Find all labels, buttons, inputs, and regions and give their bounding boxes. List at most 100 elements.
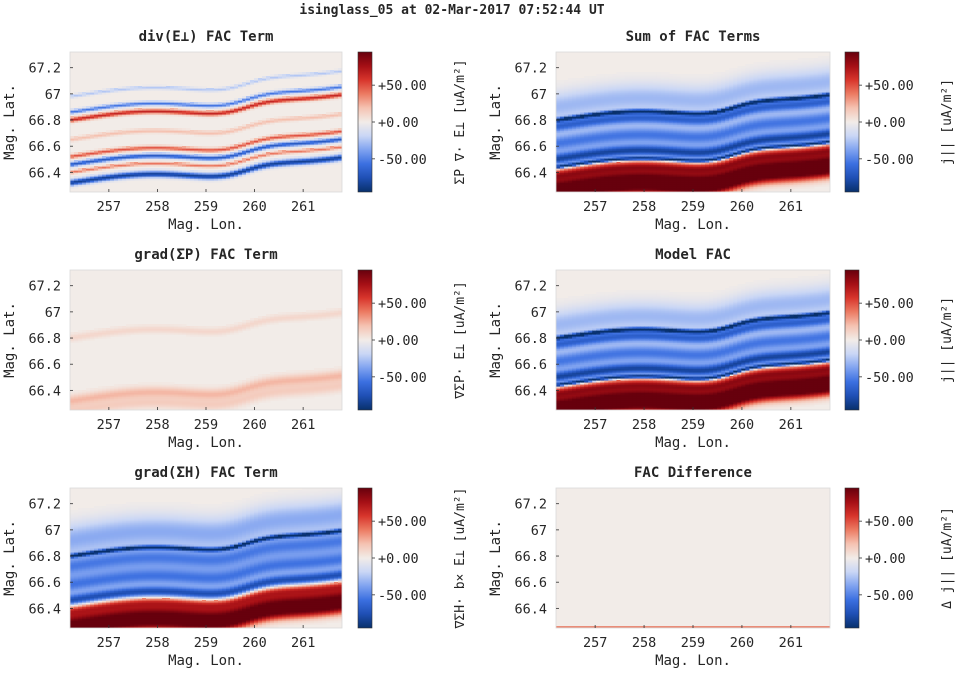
heatmap-cell bbox=[322, 84, 327, 87]
heatmap-cell bbox=[202, 102, 207, 105]
heatmap-cell bbox=[258, 136, 263, 139]
heatmap-cell bbox=[322, 114, 327, 117]
y-tick-label: 66.8 bbox=[28, 113, 61, 129]
heatmap-cell bbox=[314, 138, 319, 141]
heatmap-cell bbox=[673, 74, 678, 77]
heatmap-cell bbox=[202, 154, 207, 157]
heatmap-cell bbox=[234, 144, 239, 147]
heatmap-cell bbox=[701, 74, 706, 77]
heatmap-cell bbox=[158, 168, 163, 171]
heatmap-cell bbox=[186, 146, 191, 149]
heatmap-cell bbox=[178, 144, 183, 147]
heatmap-cell bbox=[70, 116, 75, 119]
heatmap-cell bbox=[206, 146, 211, 149]
heatmap-cell bbox=[298, 156, 303, 159]
heatmap-cell bbox=[689, 74, 694, 77]
heatmap-cell bbox=[190, 130, 195, 133]
heatmap-cell bbox=[270, 90, 275, 93]
heatmap-cell bbox=[612, 74, 617, 77]
heatmap-cell bbox=[330, 112, 335, 115]
heatmap-cell bbox=[206, 88, 211, 91]
heatmap-cell bbox=[102, 132, 107, 135]
heatmap-cell bbox=[302, 132, 307, 135]
heatmap-cell bbox=[246, 140, 251, 143]
heatmap-cell bbox=[170, 144, 175, 147]
heatmap-cell bbox=[98, 132, 103, 135]
heatmap-cell bbox=[174, 162, 179, 165]
heatmap-cell bbox=[154, 144, 159, 147]
heatmap-cell bbox=[270, 74, 275, 77]
heatmap-cell bbox=[106, 130, 111, 133]
heatmap-cell bbox=[118, 154, 123, 157]
x-tick-label: 260 bbox=[242, 199, 266, 215]
heatmap-cell bbox=[737, 66, 742, 69]
heatmap-cell bbox=[102, 88, 107, 91]
heatmap-cell bbox=[641, 72, 646, 75]
heatmap-cell bbox=[70, 136, 75, 139]
x-axis-label: Mag. Lon. bbox=[168, 217, 244, 233]
heatmap-cell bbox=[580, 78, 585, 81]
heatmap-cell bbox=[649, 72, 654, 75]
heatmap-cell bbox=[78, 168, 83, 171]
heatmap-cell bbox=[162, 84, 167, 87]
heatmap-cell bbox=[130, 128, 135, 131]
heatmap-cell bbox=[222, 128, 227, 131]
heatmap-cell bbox=[182, 100, 187, 103]
heatmap-cell bbox=[178, 128, 183, 131]
heatmap-cell bbox=[94, 132, 99, 135]
heatmap-cell bbox=[190, 102, 195, 105]
heatmap-cell bbox=[146, 84, 151, 87]
heatmap-cell bbox=[298, 132, 303, 135]
heatmap-cell bbox=[302, 148, 307, 151]
heatmap-cell bbox=[258, 160, 263, 163]
heatmap-cell bbox=[230, 128, 235, 131]
heatmap-cell bbox=[318, 154, 323, 157]
heatmap-cell bbox=[266, 90, 271, 93]
heatmap-cell bbox=[214, 102, 219, 105]
heatmap-cell bbox=[572, 78, 577, 81]
heatmap-cell bbox=[322, 130, 327, 133]
heatmap-cell bbox=[134, 108, 139, 111]
heatmap-cell bbox=[661, 72, 666, 75]
heatmap-cell bbox=[721, 72, 726, 75]
heatmap-cell bbox=[222, 86, 227, 89]
heatmap-cell bbox=[150, 128, 155, 131]
heatmap-cell bbox=[70, 176, 75, 179]
heatmap-cell bbox=[178, 86, 183, 89]
heatmap-cell bbox=[564, 80, 569, 83]
heatmap-cell bbox=[198, 102, 203, 105]
heatmap-cell bbox=[102, 104, 107, 107]
heatmap-cell bbox=[326, 112, 331, 115]
heatmap-cell bbox=[270, 142, 275, 145]
heatmap-cell bbox=[150, 144, 155, 147]
heatmap-cell bbox=[290, 88, 295, 91]
heatmap-cell bbox=[234, 126, 239, 129]
x-tick-label: 261 bbox=[291, 199, 315, 215]
heatmap-cell bbox=[126, 128, 131, 131]
heatmap-cell bbox=[250, 122, 255, 125]
heatmap-cell bbox=[190, 86, 195, 89]
heatmap-cell bbox=[250, 80, 255, 83]
heatmap-cell bbox=[278, 88, 283, 91]
heatmap-cell bbox=[182, 86, 187, 89]
heatmap-cell bbox=[282, 96, 287, 99]
heatmap-cell bbox=[681, 74, 686, 77]
heatmap-cell bbox=[318, 70, 323, 73]
heatmap-cell bbox=[246, 96, 251, 99]
heatmap-cell bbox=[282, 74, 287, 77]
panel-title: div(E⊥) FAC Term bbox=[139, 29, 274, 45]
heatmap-cell bbox=[298, 116, 303, 119]
heatmap-cell bbox=[134, 86, 139, 89]
heatmap-cell bbox=[226, 168, 231, 171]
heatmap-cell bbox=[250, 94, 255, 97]
heatmap-cell bbox=[158, 144, 163, 147]
heatmap-cell bbox=[98, 90, 103, 93]
heatmap-cell bbox=[138, 144, 143, 147]
heatmap-cell bbox=[114, 110, 119, 113]
y-tick-label: 67 bbox=[45, 87, 61, 103]
heatmap-cell bbox=[620, 72, 625, 75]
heatmap-cell bbox=[146, 168, 151, 171]
heatmap-cell bbox=[697, 74, 702, 77]
heatmap-cell bbox=[182, 128, 187, 131]
